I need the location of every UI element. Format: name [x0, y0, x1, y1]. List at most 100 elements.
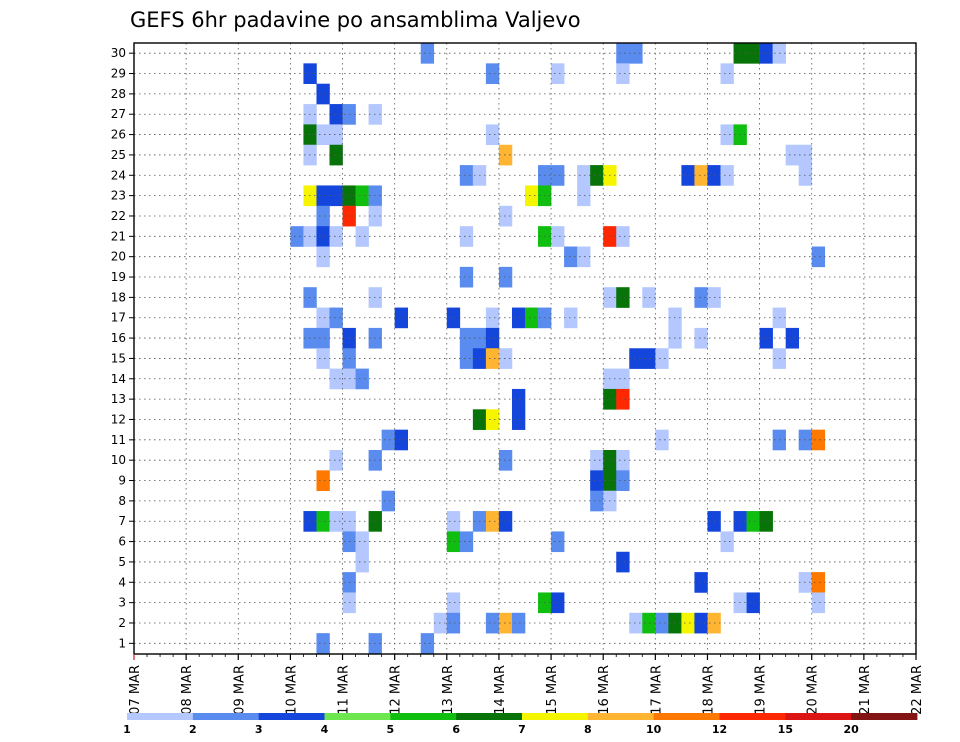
y-tick-label: 17: [111, 311, 126, 325]
heatmap-cell-128: [498, 450, 513, 471]
heatmap-cell-42: [316, 185, 330, 207]
heatmap-cell-176: [629, 612, 643, 634]
heatmap-cell-156: [551, 531, 565, 553]
heatmap-cell-25: [329, 144, 343, 166]
heatmap-cell-26: [498, 144, 513, 166]
heatmap-cell-151: [759, 511, 773, 532]
heatmap-cell-3: [629, 43, 643, 64]
grid-lines: [134, 43, 916, 654]
y-tick-label: 15: [111, 351, 126, 365]
heatmap-cell-29: [459, 165, 474, 186]
y-tick-label: 10: [111, 453, 126, 467]
y-tick-label: 30: [111, 46, 126, 60]
heatmap-cell-66: [577, 246, 591, 268]
heatmap-cell-181: [694, 612, 708, 634]
heatmap-cell-15: [329, 104, 343, 125]
heatmap-cell-175: [511, 612, 526, 634]
heatmap-cell-136: [381, 490, 395, 512]
y-tick-label: 29: [111, 67, 126, 81]
heatmap-cell-105: [629, 348, 643, 369]
y-tick-label: 24: [111, 168, 126, 182]
heatmap-cell-61: [551, 226, 565, 247]
heatmap-cell-113: [616, 368, 630, 390]
heatmap-cell-116: [616, 388, 630, 410]
heatmap-cell-81: [485, 307, 500, 329]
heatmap-cell-27: [785, 144, 799, 166]
heatmap-cell-129: [590, 450, 604, 471]
heatmap-cell-73: [616, 287, 630, 308]
heatmap-cell-159: [616, 551, 630, 573]
heatmap-cell-163: [811, 572, 826, 593]
heatmap-cell-126: [329, 450, 343, 471]
heatmap-cell-147: [498, 511, 513, 532]
y-axis: 1234567891011121314151617181920212223242…: [111, 46, 134, 650]
heatmap-cell-103: [485, 348, 500, 369]
heatmap-cell-45: [355, 185, 369, 207]
heatmap-cell-69: [498, 266, 513, 288]
colorbar-label: 3: [255, 723, 263, 736]
x-tick-label: 08 MAR: [180, 665, 195, 715]
heatmap-cell-56: [316, 226, 330, 247]
heatmap-cell-33: [577, 165, 591, 186]
colorbar-label: 12: [712, 723, 727, 736]
y-tick-label: 4: [118, 575, 126, 589]
heatmap-cell-47: [525, 185, 539, 207]
y-tick-label: 9: [118, 474, 126, 488]
heatmap-cell-34: [590, 165, 604, 186]
heatmap-cell-141: [329, 511, 343, 532]
heatmap-cell-79: [394, 307, 408, 329]
heatmap-cell-85: [564, 307, 578, 329]
heatmap-cell-154: [446, 531, 461, 553]
colorbar-label: 10: [646, 723, 662, 736]
y-tick-label: 25: [111, 148, 126, 162]
heatmap-cell-97: [759, 327, 773, 349]
heatmap-cell-183: [316, 633, 330, 654]
colorbar: 1 2 3 4 5 6 7 8 10 12 15 20: [123, 713, 918, 736]
heatmap-cell-20: [329, 124, 343, 146]
heatmap-cell-63: [616, 226, 630, 247]
colorbar-segment: [719, 713, 786, 720]
heatmap-cell-1: [420, 43, 435, 64]
heatmap-cell-155: [459, 531, 474, 553]
x-tick-label: 11 MAR: [337, 665, 352, 715]
colorbar-segment: [587, 713, 655, 720]
colorbar-label: 15: [778, 723, 793, 736]
x-axis: 07 MAR 08 MAR 09 MAR 10 MAR 11 MAR 12 MAR 13 M…: [128, 654, 925, 715]
heatmap-cell-53: [498, 205, 513, 227]
x-tick-label: 14 MAR: [493, 665, 508, 715]
y-tick-label: 13: [111, 392, 126, 406]
heatmap-cell-43: [329, 185, 343, 207]
heatmap-cell-104: [498, 348, 513, 369]
colorbar-label: 8: [584, 723, 592, 736]
y-tick-label: 23: [111, 189, 126, 203]
heatmap-cell-185: [420, 633, 435, 654]
heatmap-cell-21: [485, 124, 500, 146]
x-tick-label: 07 MAR: [128, 665, 143, 715]
heatmap-cell-170: [811, 592, 826, 614]
heatmap-cell-144: [446, 511, 461, 532]
colorbar-segment: [456, 713, 523, 720]
heatmap-cell-59: [459, 226, 474, 247]
colorbar-segment: [324, 713, 391, 720]
heatmap-cell-161: [694, 572, 708, 593]
heatmap-cell-94: [485, 327, 500, 349]
heatmap-cell-137: [590, 490, 604, 512]
y-tick-label: 11: [111, 433, 126, 447]
heatmap-cell-36: [681, 165, 695, 186]
heatmap-cell-37: [694, 165, 708, 186]
x-tick-label: 15 MAR: [545, 665, 560, 715]
heatmap-cell-9: [485, 63, 500, 84]
heatmap-cell-22: [720, 124, 734, 146]
heatmap-cell-78: [329, 307, 343, 329]
heatmap-cell-12: [720, 63, 734, 84]
heatmap-cell-49: [577, 185, 591, 207]
y-tick-label: 28: [111, 87, 126, 101]
heatmap-cell-67: [811, 246, 826, 268]
heatmap-cell-57: [329, 226, 343, 247]
heatmap-cell-106: [642, 348, 656, 369]
y-tick-label: 16: [111, 331, 126, 345]
heatmap-cell-157: [720, 531, 734, 553]
colorbar-segment: [127, 713, 194, 720]
heatmap-cell-133: [590, 470, 604, 491]
